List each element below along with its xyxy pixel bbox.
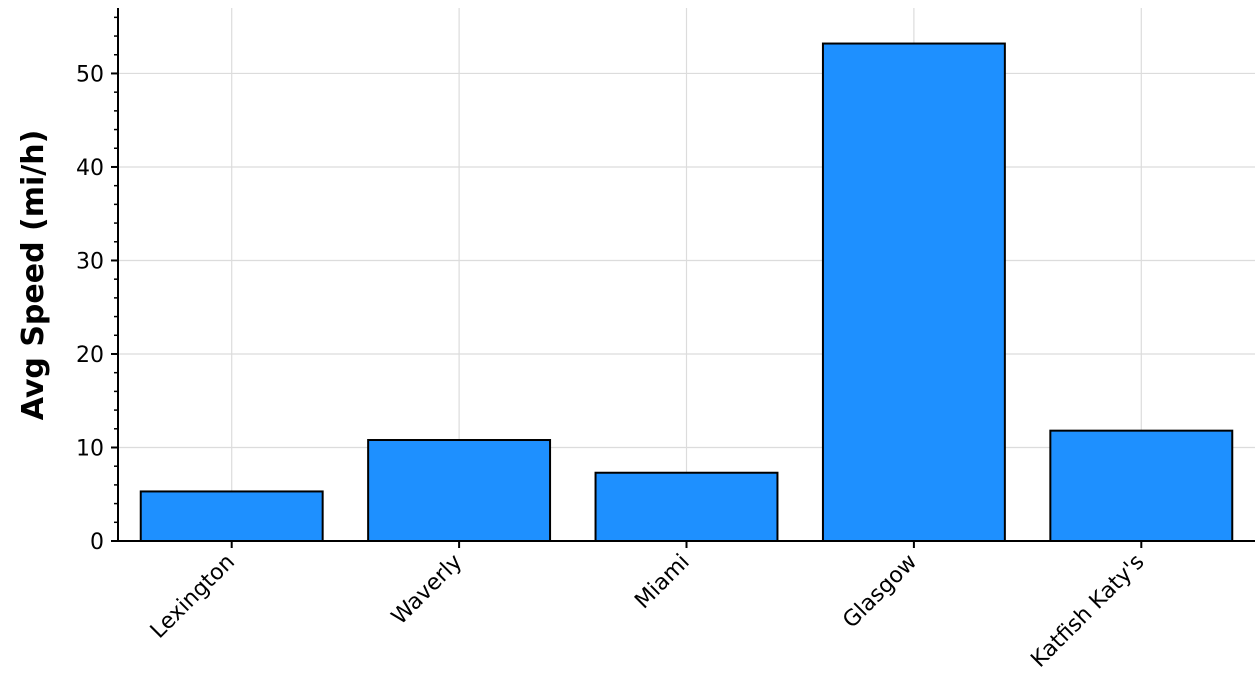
y-axis-label: Avg Speed (mi/h) [16,130,51,421]
y-tick-label: 30 [76,249,104,274]
y-ticks: 0 10 20 30 40 50 [76,16,118,555]
y-tick-label: 50 [76,62,104,87]
y-tick-label: 10 [76,436,104,461]
bar [821,42,1006,543]
x-ticks: Lexington Waverly Miami Glasgow Katfish Katy… [146,541,1150,673]
y-tick-label: 20 [76,343,104,368]
bar [594,471,779,542]
bar [1049,429,1234,542]
y-tick-label: 0 [90,530,104,555]
x-tick-label: Katfish Katy's [1026,550,1149,673]
x-tick-label: Glasgow [838,550,922,634]
x-tick-label: Lexington [146,550,240,644]
bar [367,439,552,542]
bar [139,490,324,542]
x-tick-label: Waverly [387,550,467,630]
x-tick-label: Miami [630,550,694,614]
y-tick-label: 40 [76,156,104,181]
